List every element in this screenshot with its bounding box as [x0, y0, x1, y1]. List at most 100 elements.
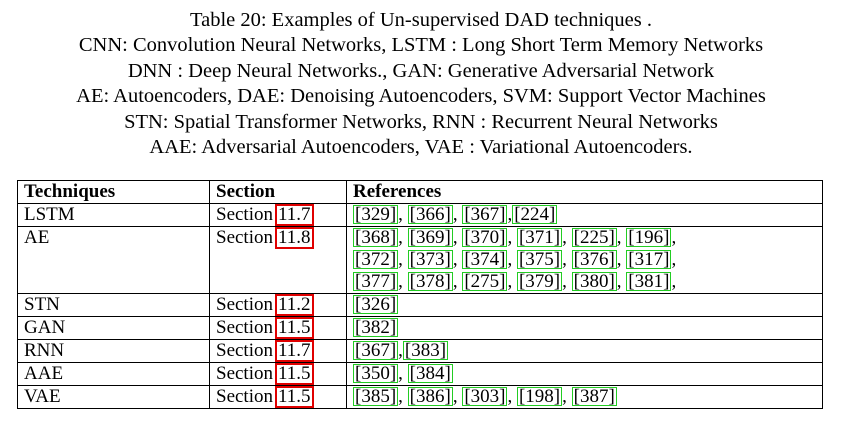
table-row: LSTM Section 11.7 [329], [366], [367], [224] — [17, 203, 823, 227]
section-link[interactable]: 11.7 — [275, 340, 314, 362]
citation-link[interactable]: [375] — [516, 249, 563, 270]
citation-link[interactable]: [374] — [462, 249, 508, 270]
citation-link[interactable]: [198] — [516, 386, 563, 407]
technique-cell: RNN — [17, 339, 210, 363]
citation-separator: , — [507, 227, 517, 248]
technique-cell: STN — [17, 293, 210, 317]
citation-separator: , — [562, 271, 572, 292]
caption-line: DNN : Deep Neural Networks., GAN: Genera… — [127, 59, 715, 82]
citation-link[interactable]: [326] — [353, 294, 399, 315]
references-line: [367], [383] — [353, 340, 816, 362]
citation-link[interactable]: [367] — [462, 204, 508, 225]
citation-separator: , — [507, 386, 517, 407]
section-link[interactable]: 11.8 — [275, 227, 314, 249]
citation-link[interactable]: [378] — [407, 271, 453, 292]
citation-separator: , — [616, 249, 627, 270]
references-line: [326] — [353, 294, 816, 316]
citation-link[interactable]: [379] — [516, 271, 563, 292]
references-cell: [326] — [346, 293, 823, 317]
citation-separator: , — [562, 249, 572, 270]
references-line: [372], [373], [374], [375], [376], [317]… — [353, 249, 816, 271]
section-cell: Section 11.2 — [209, 293, 347, 317]
section-link[interactable]: 11.5 — [275, 386, 314, 408]
citation-separator: , — [398, 204, 408, 225]
technique-cell: AAE — [17, 362, 210, 386]
citation-separator: , — [671, 227, 681, 248]
citation-separator: , — [562, 386, 572, 407]
citation-link[interactable]: [350] — [353, 363, 399, 384]
section-word: Section — [216, 204, 273, 225]
technique-cell: LSTM — [17, 203, 210, 227]
header-techniques: Techniques — [17, 180, 210, 204]
citation-link[interactable]: [383] — [402, 340, 449, 361]
technique-cell: GAN — [17, 316, 210, 340]
references-line: [329], [366], [367], [224] — [353, 204, 816, 226]
section-word: Section — [216, 227, 273, 248]
references-line: [382] — [353, 317, 816, 339]
citation-separator: , — [616, 271, 627, 292]
caption-line: AE: Autoencoders, DAE: Denoising Autoenc… — [76, 85, 766, 108]
citation-link[interactable]: [367] — [353, 340, 399, 361]
table-row: VAE Section 11.5 [385], [386], [303], [198]… — [17, 385, 823, 409]
references-line: [350], [384] — [353, 363, 816, 385]
citation-separator: , — [671, 271, 677, 292]
header-section: Section — [209, 180, 347, 204]
citation-separator: , — [398, 271, 408, 292]
citation-link[interactable]: [380] — [571, 271, 617, 292]
table-row: AE Section 11.8 [368], [369], [370], [371],… — [17, 226, 823, 294]
citation-link[interactable]: [373] — [407, 249, 453, 270]
section-word: Section — [216, 317, 273, 338]
citation-link[interactable]: [384] — [407, 363, 453, 384]
citation-link[interactable]: [370] — [462, 227, 508, 248]
citation-link[interactable]: [376] — [571, 249, 617, 270]
citation-link[interactable]: [385] — [353, 386, 399, 407]
section-cell: Section 11.8 — [209, 226, 347, 294]
citation-link[interactable]: [329] — [353, 204, 399, 225]
citation-link[interactable]: [368] — [353, 227, 399, 248]
table-row: AAE Section 11.5 [350], [384] — [17, 362, 823, 386]
citation-link[interactable]: [382] — [353, 317, 399, 338]
citation-link[interactable]: [366] — [407, 204, 453, 225]
header-references: References — [346, 180, 823, 204]
table-row: RNN Section 11.7 [367], [383] — [17, 339, 823, 363]
citation-link[interactable]: [371] — [516, 227, 563, 248]
citation-separator: , — [452, 386, 463, 407]
citation-separator: , — [398, 386, 408, 407]
references-cell: [350], [384] — [346, 362, 823, 386]
citation-link[interactable]: [387] — [571, 386, 617, 407]
citation-link[interactable]: [381] — [626, 271, 672, 292]
table-row: GAN Section 11.5 [382] — [17, 316, 823, 340]
citation-link[interactable]: [196] — [626, 227, 672, 248]
section-cell: Section 11.5 — [209, 362, 347, 386]
citation-separator: , — [562, 227, 572, 248]
citation-separator: , — [507, 271, 517, 292]
table-row: STN Section 11.2 [326] — [17, 293, 823, 317]
citation-separator: , — [452, 204, 463, 225]
section-link[interactable]: 11.2 — [275, 294, 314, 316]
citation-link[interactable]: [377] — [353, 271, 399, 292]
section-link[interactable]: 11.5 — [275, 317, 314, 339]
section-link[interactable]: 11.5 — [275, 363, 314, 385]
citation-link[interactable]: [317] — [626, 249, 672, 270]
techniques-table: Techniques Section References LSTM Sectio… — [17, 180, 823, 409]
citation-link[interactable]: [225] — [571, 227, 617, 248]
table-caption: Table 20: Examples of Un-supervised DAD … — [0, 8, 842, 160]
citation-link[interactable]: [303] — [462, 386, 508, 407]
references-cell: [368], [369], [370], [371], [225], [196]… — [346, 226, 823, 294]
citation-separator: , — [507, 249, 517, 270]
caption-title: Table 20: Examples of Un-supervised DAD … — [190, 9, 652, 31]
references-cell: [385], [386], [303], [198], [387] — [346, 385, 823, 409]
citation-link[interactable]: [275] — [462, 271, 508, 292]
citation-link[interactable]: [369] — [407, 227, 453, 248]
citation-link[interactable]: [372] — [353, 249, 399, 270]
section-link[interactable]: 11.7 — [275, 204, 314, 226]
citation-separator: , — [398, 363, 408, 384]
table-body: LSTM Section 11.7 [329], [366], [367], [224]… — [17, 203, 823, 409]
citation-separator: , — [398, 249, 408, 270]
citation-link[interactable]: [224] — [512, 204, 558, 225]
caption-line: CNN: Convolution Neural Networks, LSTM :… — [78, 34, 764, 57]
citation-link[interactable]: [386] — [407, 386, 453, 407]
caption-line: STN: Spatial Transformer Networks, RNN :… — [124, 110, 718, 133]
references-line: [377], [378], [275], [379], [380], [381]… — [353, 271, 816, 293]
section-cell: Section 11.7 — [209, 339, 347, 363]
